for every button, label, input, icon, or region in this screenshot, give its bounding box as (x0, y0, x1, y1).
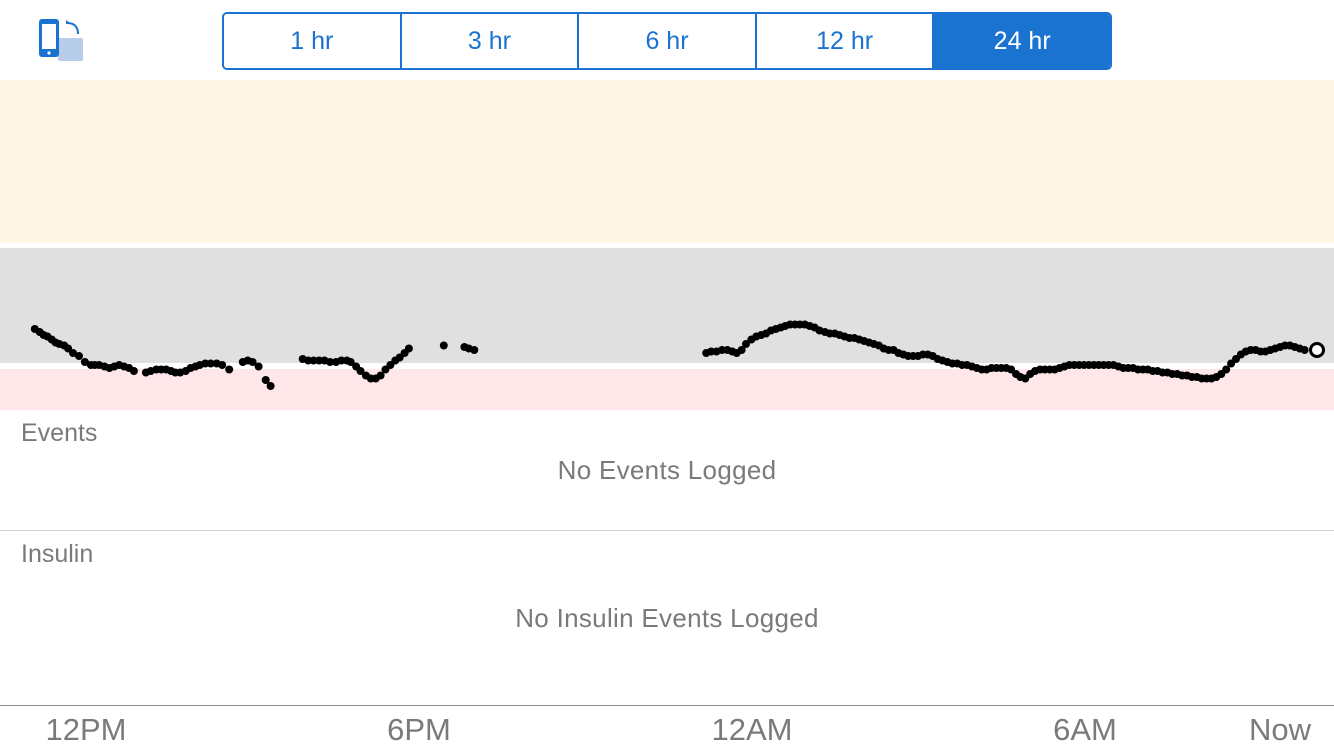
glucose-point (439, 341, 448, 350)
glucose-point (248, 358, 257, 366)
segment-12-hr[interactable]: 12 hr (754, 14, 933, 68)
glucose-point (225, 365, 234, 374)
low-range-band (0, 369, 1334, 410)
glucose-point (470, 346, 479, 354)
glucose-point (75, 352, 83, 360)
insulin-empty-message: No Insulin Events Logged (515, 603, 819, 633)
x-tick-6pm: 6PM (387, 712, 451, 747)
x-axis-line (0, 705, 1334, 706)
high-range-band (0, 80, 1334, 243)
glucose-point (737, 346, 746, 354)
glucose-point (376, 371, 385, 380)
glucose-point (254, 362, 263, 371)
glucose-point (261, 376, 270, 384)
glucose-point (206, 359, 215, 368)
events-label: Events (21, 419, 98, 447)
segment-3-hr[interactable]: 3 hr (399, 14, 578, 68)
section-divider (0, 530, 1334, 531)
glucose-chart (0, 80, 1334, 410)
events-empty-message: No Events Logged (557, 455, 777, 485)
glucose-point (80, 358, 89, 366)
glucose-point (742, 340, 750, 348)
time-range-segmented-control: 1 hr 3 hr 6 hr 12 hr 24 hr (222, 12, 1112, 70)
glucose-point (309, 356, 318, 365)
segment-24-hr[interactable]: 24 hr (932, 14, 1110, 68)
latest-glucose-point (1309, 342, 1325, 358)
x-tick-now: Now (1248, 712, 1312, 747)
glucose-point (1300, 346, 1309, 354)
segment-1-hr[interactable]: 1 hr (224, 14, 400, 68)
glucose-point (404, 344, 413, 353)
insulin-label: Insulin (21, 540, 94, 568)
glucose-point (129, 367, 138, 375)
segment-6-hr[interactable]: 6 hr (577, 14, 755, 68)
glucose-point (356, 367, 365, 375)
rotate-device-icon[interactable] (36, 18, 84, 62)
glucose-point (1222, 365, 1231, 374)
target-range-band (0, 248, 1334, 363)
glucose-point (346, 358, 355, 366)
glucose-point (69, 349, 77, 357)
glucose-point (266, 382, 275, 390)
x-tick-12pm: 12PM (45, 712, 127, 747)
glucose-point (326, 358, 334, 366)
glucose-points (30, 320, 1325, 390)
glucose-point (218, 361, 227, 369)
x-tick-12am: 12AM (711, 712, 793, 747)
x-tick-6am: 6AM (1053, 712, 1117, 747)
